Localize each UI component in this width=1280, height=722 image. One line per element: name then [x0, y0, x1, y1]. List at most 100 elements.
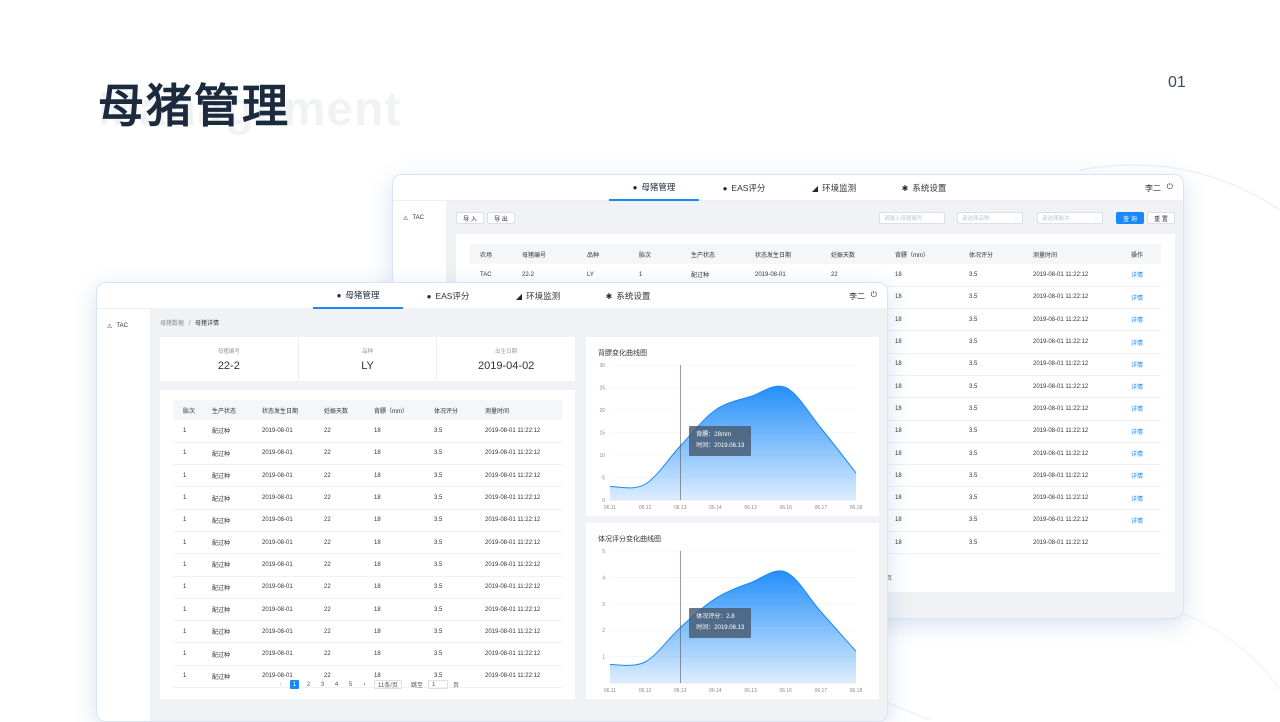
tab-environment[interactable]: ◢ 环境监测 — [493, 283, 583, 309]
y-tick-label: 20 — [599, 408, 605, 414]
table-cell: 3.5 — [969, 509, 1033, 533]
next-page-button[interactable]: › — [363, 681, 366, 688]
import-button[interactable]: 导 入 — [456, 212, 484, 224]
table-row[interactable]: TAC 22-2 LY 1 配过种 2019-08-01 22 18 3.5 2… — [470, 264, 1161, 287]
table-row[interactable]: 1 配过种 2019-08-01 22 18 3.5 2019-08-01 11:22:12 — [173, 531, 562, 555]
page-button[interactable]: 1 — [290, 680, 300, 689]
x-tick-label: 06.13 — [744, 505, 757, 511]
table-cell: 18 — [374, 553, 434, 577]
sow-info-card: 母猪编号 22-2 品种 LY 出生日期 2019-04-02 — [160, 337, 575, 381]
user-name[interactable]: 李二 — [849, 292, 865, 301]
breadcrumb-parent[interactable]: 母猪数据 — [160, 321, 185, 327]
tab-sow-management[interactable]: ● 母猪管理 — [609, 175, 699, 201]
table-row[interactable]: 1 配过种 2019-08-01 22 18 3.5 2019-08-01 11:22:12 — [173, 553, 562, 577]
search-button[interactable]: 查 询 — [1116, 212, 1144, 224]
y-tick-label: 5 — [602, 549, 605, 555]
table-cell: 22 — [324, 553, 374, 577]
detail-link[interactable]: 详情 — [1131, 375, 1161, 399]
pagination: ‹ 1 2 3 4 5 › 11条/页 跳至 1 页 — [160, 680, 575, 689]
table-row[interactable]: 1 配过种 2019-08-01 22 18 3.5 2019-08-01 11:22:12 — [173, 420, 562, 443]
table-header-row: 胎次 生产状态 状态发生日期 妊娠天数 背膘（mm） 体况评分 测量时间 — [173, 400, 562, 420]
sidebar-item-tac[interactable]: ⚠ TAC — [107, 323, 128, 330]
breed-select[interactable]: 请选择品种 ⌄ — [957, 212, 1023, 224]
table-cell: 2019-08-01 11:22:12 — [1033, 464, 1131, 488]
table-cell: 1 — [173, 509, 212, 532]
x-tick-label: 06.16 — [779, 688, 792, 694]
x-tick-label: 06.11 — [604, 688, 616, 694]
tooltip-line: 时间：2019.06.13 — [696, 443, 745, 449]
goto-page-input[interactable]: 1 — [427, 680, 448, 689]
tab-eas-score[interactable]: ● EAS评分 — [403, 283, 493, 309]
sow-detail-window: ● 母猪管理 ● EAS评分 ◢ 环境监测 ✱ 系统设置 李二 ⏻ ⚠ TAC 母猪数据 … — [96, 282, 888, 722]
table-cell: 3.5 — [969, 375, 1033, 399]
table-row[interactable]: 1 配过种 2019-08-01 22 18 3.5 2019-08-01 11:22:12 — [173, 665, 562, 689]
detail-link[interactable] — [1131, 531, 1161, 555]
table-row[interactable]: 1 配过种 2019-08-01 22 18 3.5 2019-08-01 11:22:12 — [173, 464, 562, 488]
reset-button[interactable]: 重 置 — [1147, 212, 1175, 224]
user-name[interactable]: 李二 — [1145, 184, 1161, 193]
detail-link[interactable]: 详情 — [1131, 464, 1161, 488]
table-cell: 2019-08-01 11:22:12 — [1033, 353, 1131, 376]
table-row[interactable]: 1 配过种 2019-08-01 22 18 3.5 2019-08-01 11:22:12 — [173, 486, 562, 510]
parity-select[interactable]: 请选择胎次 ⌄ — [1037, 212, 1103, 224]
table-cell: 18 — [374, 509, 434, 532]
table-cell: 3.5 — [969, 420, 1033, 443]
page-size-select[interactable]: 11条/页 — [374, 680, 402, 689]
tooltip-line: 体况评分：2.8 — [696, 613, 735, 620]
table-cell: 2019-08-01 11:22:12 — [1033, 375, 1131, 399]
tab-label: EAS评分 — [435, 291, 470, 301]
detail-link[interactable]: 详情 — [1131, 509, 1161, 533]
detail-link[interactable]: 详情 — [1131, 308, 1161, 332]
prev-page-button[interactable]: ‹ — [279, 681, 282, 688]
warning-icon: ⚠ — [107, 324, 113, 330]
power-icon[interactable]: ⏻ — [1166, 182, 1173, 191]
detail-link[interactable]: 详情 — [1131, 397, 1161, 421]
detail-link[interactable]: 详情 — [1131, 353, 1161, 376]
sow-id-input[interactable]: 请输入母猪编号 — [879, 212, 945, 224]
table-cell: 配过种 — [212, 642, 262, 666]
tab-settings[interactable]: ✱ 系统设置 — [879, 175, 969, 201]
table-cell: 2019-08-01 11:22:12 — [1033, 286, 1131, 310]
table-cell: 18 — [895, 531, 969, 555]
table-row[interactable]: 1 配过种 2019-08-01 22 18 3.5 2019-08-01 11:22:12 — [173, 442, 562, 466]
table-cell: 3.5 — [969, 330, 1033, 354]
table-cell: 2019-08-01 11:22:12 — [1033, 264, 1131, 287]
detail-link[interactable]: 详情 — [1131, 286, 1161, 310]
page-button[interactable]: 3 — [320, 681, 325, 688]
table-row[interactable]: 1 配过种 2019-08-01 22 18 3.5 2019-08-01 11:22:12 — [173, 642, 562, 666]
page-button[interactable]: 4 — [334, 681, 339, 688]
detail-link[interactable]: 详情 — [1131, 486, 1161, 510]
tab-label: EAS评分 — [731, 183, 766, 193]
table-row[interactable]: 1 配过种 2019-08-01 22 18 3.5 2019-08-01 11:22:12 — [173, 620, 562, 644]
table-row[interactable]: 1 配过种 2019-08-01 22 18 3.5 2019-08-01 11:22:12 — [173, 509, 562, 532]
page-button[interactable]: 2 — [306, 681, 311, 688]
select-placeholder: 请选择品种 — [962, 216, 990, 222]
tab-sow-management[interactable]: ● 母猪管理 — [313, 283, 403, 309]
table-cell: 18 — [374, 642, 434, 666]
detail-link[interactable]: 详情 — [1131, 442, 1161, 466]
power-icon[interactable]: ⏻ — [870, 290, 877, 299]
column-header: 生产状态 — [212, 400, 262, 420]
table-cell: 3.5 — [434, 531, 485, 555]
leaf-icon: ◢ — [515, 291, 523, 301]
table-cell: 1 — [173, 642, 212, 666]
detail-link[interactable]: 详情 — [1131, 264, 1161, 287]
page-button[interactable]: 5 — [348, 681, 353, 688]
table-cell: 3.5 — [434, 598, 485, 622]
detail-link[interactable]: 详情 — [1131, 330, 1161, 354]
table-cell: 2019-08-01 11:22:12 — [485, 620, 562, 644]
table-row[interactable]: 1 配过种 2019-08-01 22 18 3.5 2019-08-01 11:22:12 — [173, 598, 562, 622]
top-navbar: ● 母猪管理 ● EAS评分 ◢ 环境监测 ✱ 系统设置 李二 ⏻ — [97, 283, 887, 309]
sidebar-item-tac[interactable]: ⚠ TAC — [403, 215, 424, 222]
table-cell: 1 — [173, 486, 212, 510]
column-header: 妊娠天数 — [324, 400, 374, 420]
export-button[interactable]: 导 出 — [487, 212, 515, 224]
tab-settings[interactable]: ✱ 系统设置 — [583, 283, 673, 309]
table-cell: 配过种 — [212, 509, 262, 532]
table-cell: 3.5 — [434, 509, 485, 532]
table-row[interactable]: 1 配过种 2019-08-01 22 18 3.5 2019-08-01 11:22:12 — [173, 576, 562, 599]
detail-link[interactable]: 详情 — [1131, 420, 1161, 443]
record-table: 胎次 生产状态 状态发生日期 妊娠天数 背膘（mm） 体况评分 测量时间 1 配过… — [173, 400, 562, 689]
tab-environment[interactable]: ◢ 环境监测 — [789, 175, 879, 201]
tab-eas-score[interactable]: ● EAS评分 — [699, 175, 789, 201]
